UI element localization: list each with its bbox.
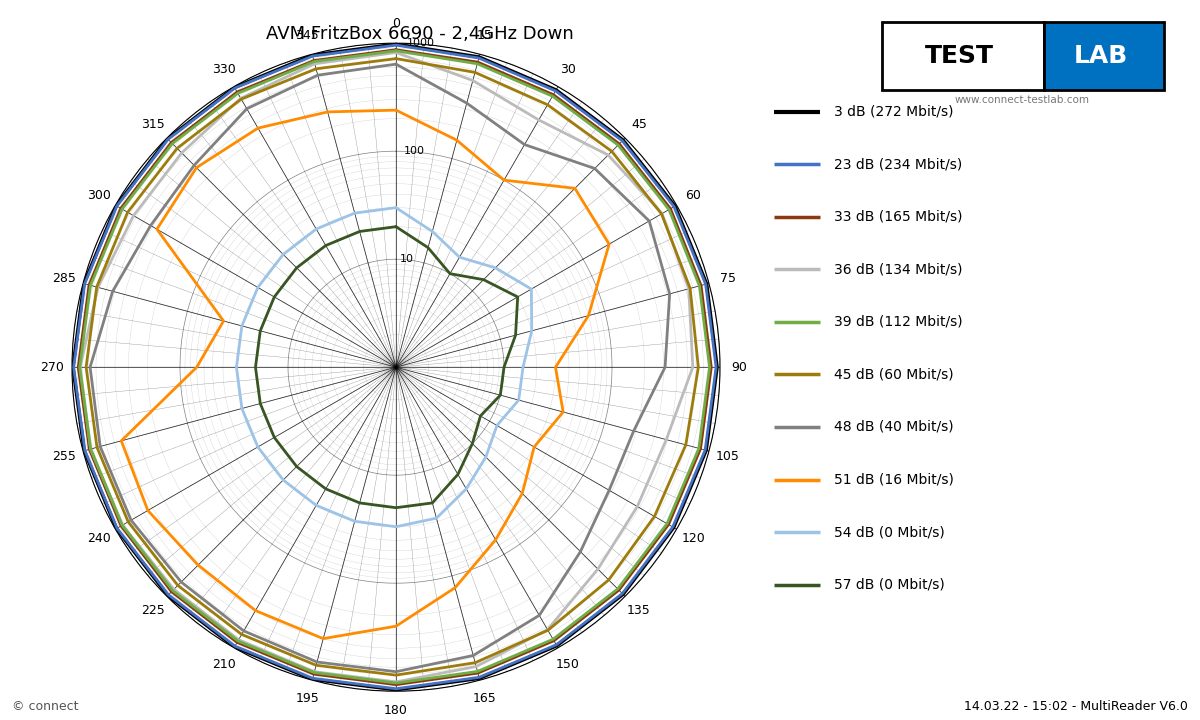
Text: 33 dB (165 Mbit/s): 33 dB (165 Mbit/s) — [834, 210, 962, 224]
Text: 36 dB (134 Mbit/s): 36 dB (134 Mbit/s) — [834, 262, 962, 276]
Text: 48 dB (40 Mbit/s): 48 dB (40 Mbit/s) — [834, 420, 954, 434]
Text: 45 dB (60 Mbit/s): 45 dB (60 Mbit/s) — [834, 367, 954, 382]
Text: AVM FritzBox 6690 - 2,4GHz Down: AVM FritzBox 6690 - 2,4GHz Down — [266, 25, 574, 43]
Text: 100: 100 — [403, 146, 425, 156]
Text: www.connect-testlab.com: www.connect-testlab.com — [955, 95, 1090, 105]
Text: 23 dB (234 Mbit/s): 23 dB (234 Mbit/s) — [834, 157, 962, 171]
Bar — [1044, 22, 1164, 90]
Text: 3 dB (272 Mbit/s): 3 dB (272 Mbit/s) — [834, 104, 954, 119]
Text: 10: 10 — [400, 254, 414, 264]
Text: 39 dB (112 Mbit/s): 39 dB (112 Mbit/s) — [834, 315, 962, 329]
Text: 1000: 1000 — [407, 38, 436, 48]
Text: TEST: TEST — [925, 44, 994, 68]
Text: 54 dB (0 Mbit/s): 54 dB (0 Mbit/s) — [834, 525, 944, 539]
Text: LAB: LAB — [1074, 44, 1128, 68]
Text: © connect: © connect — [12, 700, 78, 713]
Bar — [882, 22, 1044, 90]
Text: 57 dB (0 Mbit/s): 57 dB (0 Mbit/s) — [834, 577, 944, 592]
Text: 51 dB (16 Mbit/s): 51 dB (16 Mbit/s) — [834, 472, 954, 487]
Text: 14.03.22 - 15:02 - MultiReader V6.0: 14.03.22 - 15:02 - MultiReader V6.0 — [964, 700, 1188, 713]
